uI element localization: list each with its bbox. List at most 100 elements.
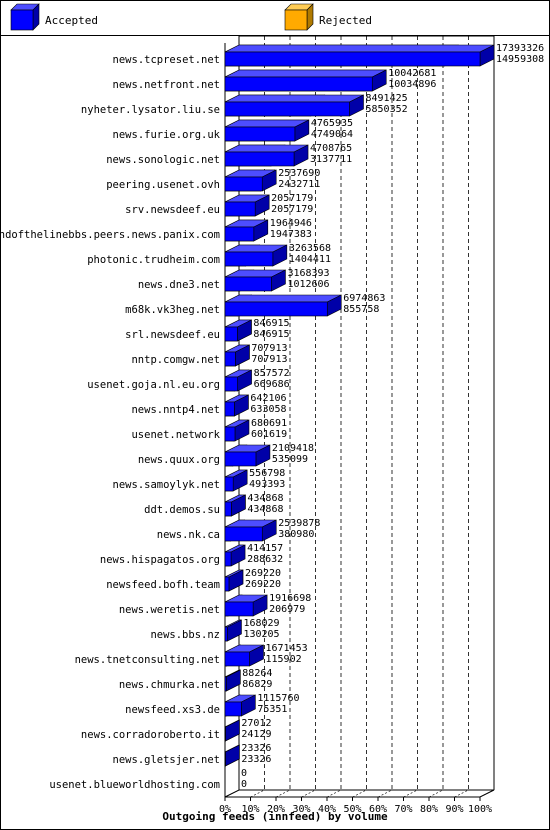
rejected-value-label: 0	[241, 779, 247, 790]
rejected-value-label: 206979	[269, 604, 305, 615]
chart-title: Outgoing feeds (innfeed) by volume	[162, 810, 388, 823]
rejected-value-label: 434868	[247, 504, 283, 515]
x-tick-label: 0%	[219, 804, 231, 815]
accepted-value-label: 1916698	[269, 593, 311, 604]
category-label: news.tnetconsulting.net	[75, 654, 220, 666]
bar-accepted-12	[224, 344, 250, 367]
rejected-value-label: 3137711	[310, 154, 352, 165]
bar-accepted-25	[224, 669, 241, 692]
rejected-value-label: 10034896	[388, 79, 436, 90]
category-label: news.tcpreset.net	[113, 54, 220, 66]
bar-accepted-3-top	[224, 119, 310, 128]
accepted-value-label: 642106	[250, 393, 286, 404]
rejected-value-label: 1947383	[270, 229, 312, 240]
category-label: news.quux.org	[138, 454, 220, 466]
bar-accepted-28-front	[224, 751, 226, 767]
bar-accepted-8	[224, 244, 288, 267]
accepted-value-label: 8491425	[365, 93, 407, 104]
bar-accepted-5-front	[224, 176, 263, 192]
rejected-value-label: 633058	[250, 404, 286, 415]
bar-accepted-15	[224, 419, 250, 442]
rejected-value-label: 288632	[247, 554, 283, 565]
accepted-value-label: 6974863	[343, 293, 385, 304]
accepted-value-label: 27012	[241, 718, 271, 729]
category-label: news.nntp4.net	[131, 404, 220, 416]
bar-accepted-24	[224, 644, 264, 667]
accepted-value-label: 168029	[243, 618, 279, 629]
rejected-value-label: 535099	[272, 454, 308, 465]
x-tick-label: 10%	[241, 804, 259, 815]
legend-rejected-label: Rejected	[319, 14, 372, 27]
bar-accepted-11	[224, 319, 252, 342]
rejected-value-label: 707913	[251, 354, 287, 365]
bar-accepted-22	[224, 594, 268, 617]
bar-accepted-16-front	[224, 451, 257, 467]
accepted-value-label: 556798	[249, 468, 285, 479]
bar-accepted-13-front	[224, 376, 238, 392]
accepted-value-label: 2539878	[278, 518, 320, 529]
x-tick-label: 50%	[343, 804, 361, 815]
rejected-value-label: 601619	[251, 429, 287, 440]
bar-accepted-19	[224, 519, 277, 542]
category-label: peering.usenet.ovh	[106, 179, 220, 191]
bar-accepted-3-front	[224, 126, 296, 142]
bar-accepted-0-top	[224, 44, 495, 53]
accepted-value-label: 707913	[251, 343, 287, 354]
bar-accepted-8-front	[224, 251, 274, 267]
floor-gridline-30	[301, 789, 316, 798]
floor-gridline-60	[377, 789, 393, 798]
x-tick-label: 60%	[369, 804, 387, 815]
x-tick-label: 40%	[318, 804, 336, 815]
accepted-value-label: 1964946	[270, 218, 312, 229]
legend-accepted-swatch	[10, 3, 40, 31]
rejected-value-label: 855758	[343, 304, 379, 315]
category-label: photonic.trudheim.com	[87, 254, 220, 266]
accepted-value-label: 17393326	[496, 43, 544, 54]
bar-accepted-23	[224, 619, 242, 642]
bar-accepted-6-front	[224, 201, 256, 217]
bar-accepted-9	[224, 269, 286, 292]
category-label: endofthelinebbs.peers.news.panix.com	[0, 229, 220, 241]
accepted-value-label: 434868	[247, 493, 283, 504]
bars	[224, 44, 495, 767]
category-label: newsfeed.bofh.team	[106, 579, 220, 591]
accepted-value-label: 680691	[251, 418, 287, 429]
bar-accepted-27	[224, 719, 240, 742]
floor-gridline-50	[352, 789, 367, 798]
bar-accepted-15-front	[224, 426, 236, 442]
accepted-value-label: 1671453	[266, 643, 308, 654]
bar-accepted-4	[224, 144, 309, 167]
bar-accepted-10	[224, 294, 342, 317]
category-label: news.bbs.nz	[150, 629, 220, 641]
rejected-value-label: 115902	[266, 654, 302, 665]
bar-accepted-0-front	[224, 51, 481, 67]
rejected-value-label: 669686	[254, 379, 290, 390]
bar-accepted-22-front	[224, 601, 254, 617]
accepted-value-label: 2109418	[272, 443, 314, 454]
legend: Accepted Rejected	[10, 3, 372, 31]
rejected-value-label: 24129	[241, 729, 271, 740]
rejected-value-label: 2057179	[271, 204, 313, 215]
bar-accepted-24-front	[224, 651, 250, 667]
bar-accepted-12-front	[224, 351, 236, 367]
category-label: news.netfront.net	[113, 79, 220, 91]
x-tick-label: 100%	[468, 804, 492, 815]
value-labels: 1739332614959308100426811003489684914255…	[241, 43, 544, 790]
legend-rejected-swatch-front	[284, 9, 308, 31]
rejected-value-label: 269220	[245, 579, 281, 590]
category-label: ddt.demos.su	[144, 504, 220, 516]
category-label: m68k.vk3heg.net	[125, 304, 220, 316]
bar-accepted-10-top	[224, 294, 342, 303]
bar-accepted-7	[224, 219, 269, 242]
bar-accepted-16	[224, 444, 271, 467]
accepted-value-label: 414157	[247, 543, 283, 554]
rejected-value-label: 493393	[249, 479, 285, 490]
bar-accepted-19-front	[224, 526, 263, 542]
bar-accepted-20	[224, 544, 246, 567]
category-label: usenet.blueworldhosting.com	[49, 779, 220, 791]
rejected-value-label: 86829	[242, 679, 272, 690]
category-label: news.nk.ca	[157, 529, 220, 541]
x-tick-label: 30%	[292, 804, 310, 815]
accepted-value-label: 2057179	[271, 193, 313, 204]
bar-accepted-0	[224, 44, 495, 67]
